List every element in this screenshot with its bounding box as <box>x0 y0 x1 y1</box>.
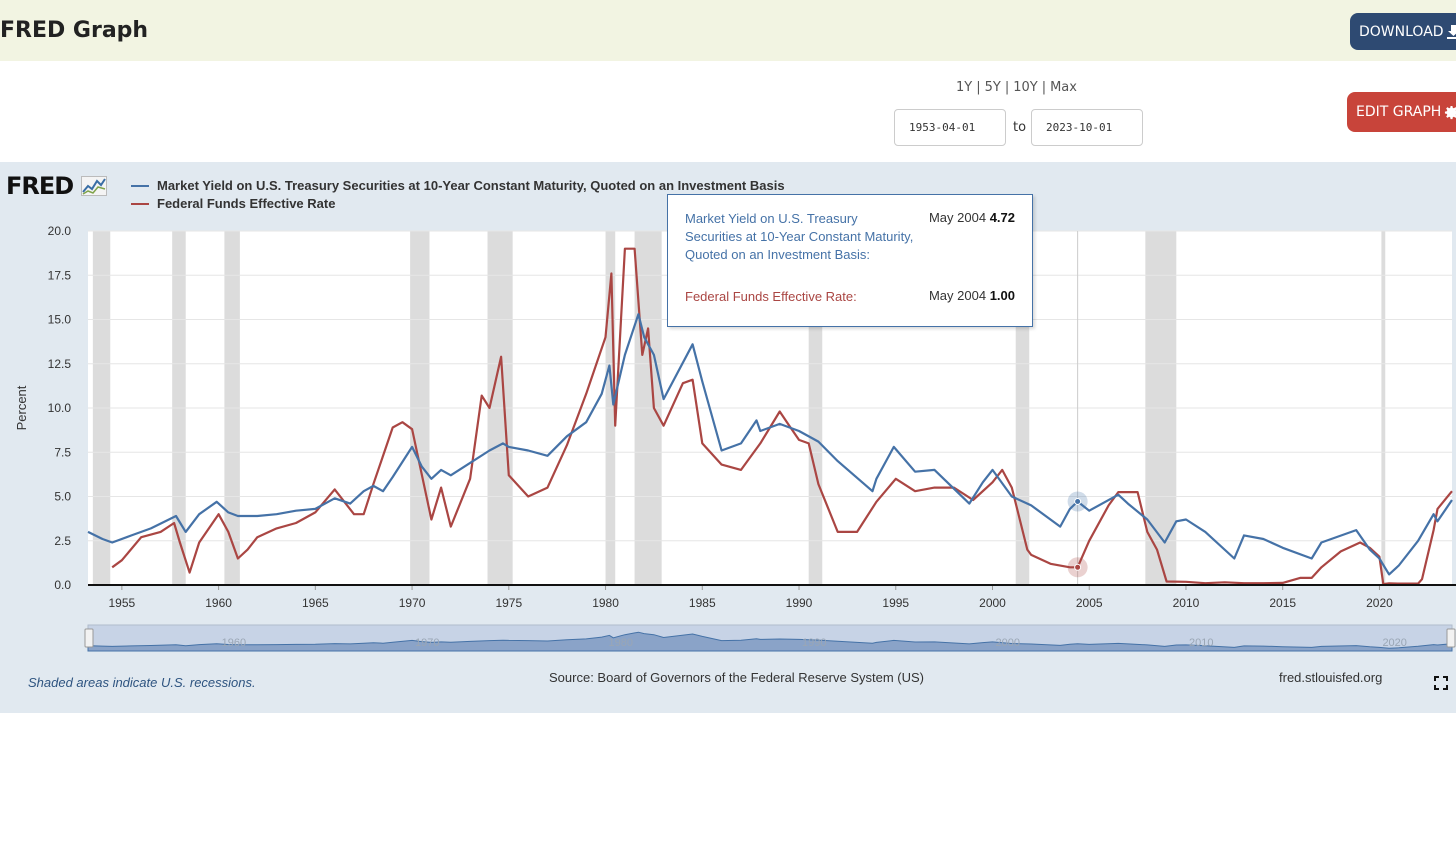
site-link[interactable]: fred.stlouisfed.org <box>1279 670 1383 685</box>
end-date-input[interactable] <box>1031 109 1143 146</box>
x-tick-label: 1990 <box>786 596 813 610</box>
tooltip-series2-date: May 2004 <box>928 288 987 303</box>
y-tick-label: 20.0 <box>48 224 72 238</box>
y-tick-label: 10.0 <box>48 401 72 415</box>
start-date-input[interactable] <box>894 109 1006 146</box>
y-tick-label: 5.0 <box>54 490 71 504</box>
x-tick-label: 1975 <box>495 596 522 610</box>
x-tick-label: 2005 <box>1076 596 1103 610</box>
navigator-handle-right[interactable] <box>1446 628 1456 648</box>
chart-svg: 0.0 2.5 5.0 7.5 10.0 12.5 15.0 17.5 20.0 1955 196… <box>14 224 1456 652</box>
range-link-max[interactable]: Max <box>1050 80 1077 95</box>
chart-legend: Market Yield on U.S. Treasury Securities… <box>131 177 785 213</box>
y-tick-labels: 0.0 2.5 5.0 7.5 10.0 12.5 15.0 17.5 20.0 <box>48 224 72 592</box>
hover-markers <box>1067 491 1088 578</box>
y-tick-label: 17.5 <box>48 268 72 282</box>
header-bar: FRED Graph DOWNLOAD <box>0 0 1456 61</box>
page-title: FRED Graph <box>0 18 149 43</box>
x-tick-label: 1995 <box>882 596 909 610</box>
tooltip-series2-number: 1.00 <box>989 288 1015 303</box>
x-tick-label: 2010 <box>1173 596 1200 610</box>
y-axis-label: Percent <box>14 385 29 430</box>
download-icon <box>1446 24 1456 39</box>
x-tick-label: 2015 <box>1269 596 1296 610</box>
hover-point-series2 <box>1074 563 1082 571</box>
tooltip-series1-value: May 2004 4.72 <box>929 210 1015 225</box>
navigator-label: 2020 <box>1382 637 1406 649</box>
x-tick-label: 1955 <box>109 596 136 610</box>
fred-logo-text: FRED <box>6 172 74 200</box>
range-navigator[interactable]: 1960 1970 1980 1990 2000 2010 2020 <box>84 624 1456 652</box>
edit-graph-button[interactable]: EDIT GRAPH <box>1347 92 1456 132</box>
source-note: Source: Board of Governors of the Federa… <box>549 670 924 685</box>
fred-logo: FRED <box>6 172 107 200</box>
navigator-label: 2000 <box>995 637 1019 649</box>
navigator-series <box>87 631 1453 652</box>
x-tick-label: 1965 <box>302 596 329 610</box>
download-button[interactable]: DOWNLOAD <box>1350 13 1456 50</box>
series-line-10-year-treasury <box>87 313 1453 576</box>
hover-point-series1 <box>1074 497 1082 505</box>
tooltip-series1-number: 4.72 <box>989 210 1015 225</box>
tooltip-series1-name: Market Yield on U.S. Treasury Securities… <box>685 211 914 262</box>
gear-icon <box>1445 105 1456 119</box>
legend-label: Federal Funds Effective Rate <box>157 196 336 211</box>
navigator-handle-left[interactable] <box>84 628 94 648</box>
y-tick-label: 15.0 <box>48 313 72 327</box>
x-tick-label: 1970 <box>399 596 426 610</box>
x-tick-label: 1985 <box>689 596 716 610</box>
y-tick-label: 0.0 <box>54 578 71 592</box>
to-label: to <box>1013 120 1027 135</box>
legend-item-fed-funds-rate[interactable]: Federal Funds Effective Rate <box>131 195 785 213</box>
x-tick-labels: 1955 1960 1965 1970 1975 1980 1985 1990 1995 2000… <box>109 585 1393 610</box>
tooltip-series2-name: Federal Funds Effective Rate: <box>685 289 857 304</box>
chart-tooltip: Market Yield on U.S. Treasury Securities… <box>667 194 1033 327</box>
recession-note: Shaded areas indicate U.S. recessions. <box>28 675 256 690</box>
edit-graph-label: EDIT GRAPH <box>1356 104 1442 120</box>
download-label: DOWNLOAD <box>1359 23 1444 40</box>
navigator-label: 1990 <box>802 637 826 649</box>
legend-label: Market Yield on U.S. Treasury Securities… <box>157 178 785 193</box>
navigator-label: 1980 <box>609 637 633 649</box>
series-lines <box>87 247 1453 586</box>
range-link-1y[interactable]: 1Y <box>956 80 973 95</box>
navigator-label: 1970 <box>415 637 439 649</box>
x-tick-label: 1980 <box>592 596 619 610</box>
x-tick-label: 2000 <box>979 596 1006 610</box>
legend-item-10-year-treasury[interactable]: Market Yield on U.S. Treasury Securities… <box>131 177 785 195</box>
navigator-label: 1960 <box>222 637 246 649</box>
trend-chart-icon <box>80 176 107 196</box>
y-tick-label: 2.5 <box>54 534 71 548</box>
y-tick-label: 7.5 <box>54 445 71 459</box>
range-link-10y[interactable]: 10Y <box>1013 80 1038 95</box>
fullscreen-icon[interactable] <box>1434 676 1448 690</box>
navigator-label: 2010 <box>1189 637 1213 649</box>
x-tick-label: 2020 <box>1366 596 1393 610</box>
range-link-5y[interactable]: 5Y <box>984 80 1001 95</box>
y-tick-label: 12.5 <box>48 357 72 371</box>
tooltip-series2-value: May 2004 1.00 <box>929 288 1015 303</box>
tooltip-series1-date: May 2004 <box>928 210 987 225</box>
x-tick-label: 1960 <box>205 596 232 610</box>
range-links: 1Y | 5Y | 10Y | Max <box>956 80 1077 95</box>
